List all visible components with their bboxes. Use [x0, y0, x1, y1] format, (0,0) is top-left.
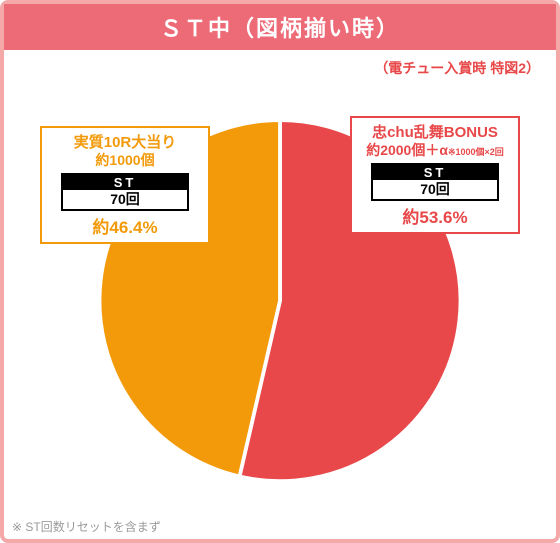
callout-left-subtitle: 約1000個 [50, 152, 200, 169]
st-box-left: ST 70回 [61, 173, 189, 211]
callout-right-subtitle: 約2000個＋α※1000個×2回 [360, 142, 510, 159]
chart-area: 実質10R大当り 約1000個 ST 70回 約46.4% 忠chu乱舞BONU… [4, 78, 556, 508]
st-box-right: ST 70回 [371, 163, 499, 201]
panel-subtitle: （電チュー入賞時 特図2） [4, 50, 556, 78]
st-value-right: 70回 [373, 180, 497, 198]
callout-right-percent: 約53.6% [360, 203, 510, 228]
callout-right: 忠chu乱舞BONUS 約2000個＋α※1000個×2回 ST 70回 約53… [350, 116, 520, 234]
callout-left-percent: 約46.4% [50, 213, 200, 238]
footnote: ※ ST回数リセットを含まず [12, 518, 161, 535]
info-panel: ＳＴ中（図柄揃い時） （電チュー入賞時 特図2） 実質10R大当り 約1000個… [0, 0, 560, 543]
st-value-left: 70回 [63, 190, 187, 208]
st-label-right: ST [373, 165, 497, 181]
panel-title: ＳＴ中（図柄揃い時） [4, 4, 556, 50]
callout-left: 実質10R大当り 約1000個 ST 70回 約46.4% [40, 126, 210, 244]
callout-left-title: 実質10R大当り [50, 134, 200, 152]
callout-right-title: 忠chu乱舞BONUS [360, 124, 510, 142]
st-label-left: ST [63, 175, 187, 191]
